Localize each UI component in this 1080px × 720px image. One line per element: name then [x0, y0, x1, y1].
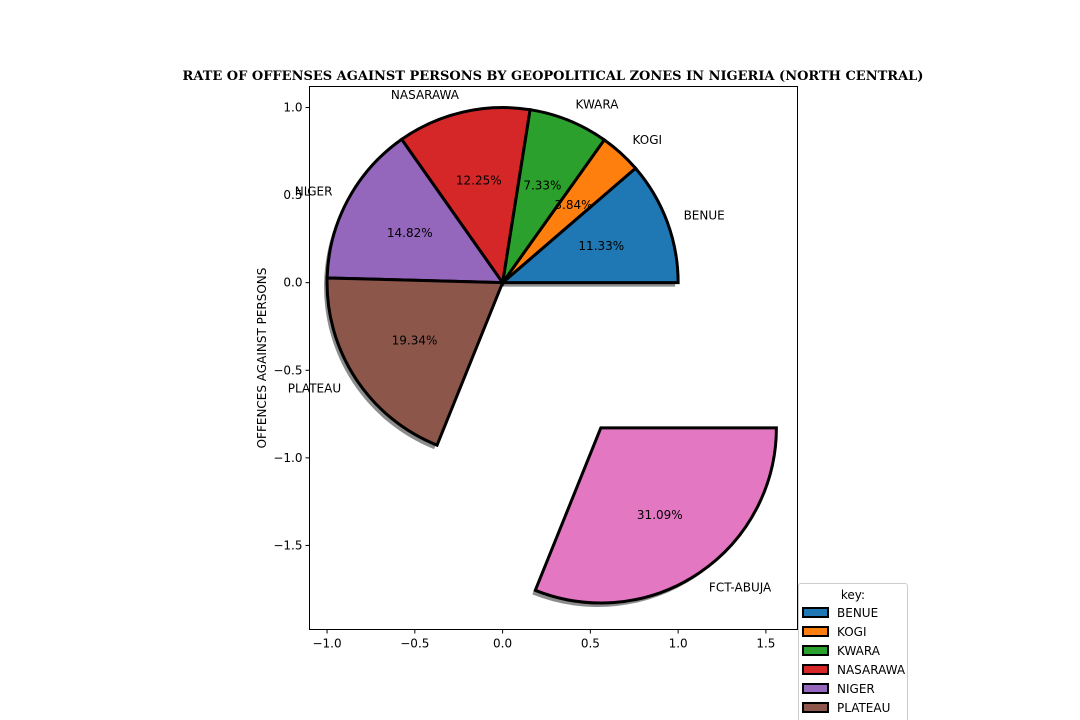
slice-label-kwara: KWARA	[576, 97, 620, 111]
legend-label: NASARAWA	[837, 662, 906, 677]
legend-item-kwara: KWARA	[799, 641, 907, 660]
slice-label-benue: BENUE	[684, 209, 725, 223]
y-tick-label: −1.0	[273, 451, 302, 465]
slice-plateau	[325, 276, 505, 448]
slice-niger	[325, 137, 506, 285]
legend-swatch	[802, 702, 829, 713]
legend-swatch	[802, 626, 829, 637]
slice-labels: BENUE KOGI KWARA NASARAWA NIGER PLATEAU FCT-AB…	[288, 88, 772, 595]
legend-item-plateau: PLATEAU	[799, 698, 907, 717]
y-tick-label: −0.5	[273, 363, 302, 377]
slice-fct-abuja	[533, 426, 778, 605]
y-tick-label: 1.0	[283, 101, 302, 115]
axes-frame	[309, 86, 798, 630]
legend-swatch	[802, 664, 829, 675]
legend-item-niger: NIGER	[799, 679, 907, 698]
pct-label-kogi: 3.84%	[554, 198, 592, 212]
legend-items: BENUE KOGI KWARA NASARAWA NIGER PLATEAU	[799, 603, 907, 717]
percent-labels: 11.33% 3.84% 7.33% 12.25% 14.82% 19.34% 31.09%	[387, 173, 683, 522]
x-tick-label: 0.5	[581, 637, 600, 651]
x-tick-label: 1.5	[756, 637, 775, 651]
slice-label-plateau: PLATEAU	[288, 381, 341, 395]
legend-item-kogi: KOGI	[799, 622, 907, 641]
legend-label: PLATEAU	[837, 700, 891, 715]
pct-label-fct-abuja: 31.09%	[637, 508, 683, 522]
x-tick-label: −1.0	[312, 637, 341, 651]
legend-label: KWARA	[837, 643, 880, 658]
pie-slices	[325, 106, 778, 605]
pct-label-kwara: 7.33%	[523, 178, 561, 192]
legend-title: key:	[840, 588, 866, 602]
pct-label-niger: 14.82%	[387, 226, 433, 240]
slice-label-nasarawa: NASARAWA	[391, 88, 460, 102]
legend-label: BENUE	[837, 605, 879, 620]
legend-item-benue: BENUE	[799, 603, 907, 622]
legend-swatch	[802, 683, 829, 694]
legend-label: KOGI	[837, 624, 867, 639]
legend-label: NIGER	[837, 681, 875, 696]
x-tick-label: 0.0	[493, 637, 512, 651]
slice-benue	[498, 166, 680, 285]
y-tick-label: −1.5	[273, 538, 302, 552]
slice-label-niger: NIGER	[295, 185, 333, 199]
legend-swatch	[802, 607, 829, 618]
y-tick-label: 0.5	[283, 188, 302, 202]
x-tick-label: 1.0	[669, 637, 688, 651]
y-axis-label: OFFENCES AGAINST PERSONS	[255, 268, 269, 449]
legend-item-nasarawa: NASARAWA	[799, 660, 907, 679]
x-axis-ticks: −1.0 −0.5 0.0 0.5 1.0 1.5	[312, 629, 775, 651]
chart-title: RATE OF OFFENSES AGAINST PERSONS BY GEOP…	[183, 69, 924, 84]
legend: key: BENUE KOGI KWARA NASARAWA NIGER PLATEAU	[798, 583, 908, 720]
slice-label-kogi: KOGI	[633, 133, 663, 147]
x-tick-label: −0.5	[400, 637, 429, 651]
slice-label-fct-abuja: FCT-ABUJA	[709, 580, 772, 594]
y-axis-ticks: 1.0 0.5 0.0 −0.5 −1.0 −1.5	[273, 101, 310, 552]
pct-label-benue: 11.33%	[578, 239, 624, 253]
pct-label-plateau: 19.34%	[392, 333, 438, 347]
slice-nasarawa	[399, 106, 532, 287]
y-tick-label: 0.0	[283, 276, 302, 290]
legend-swatch	[802, 645, 829, 656]
pct-label-nasarawa: 12.25%	[456, 173, 502, 187]
